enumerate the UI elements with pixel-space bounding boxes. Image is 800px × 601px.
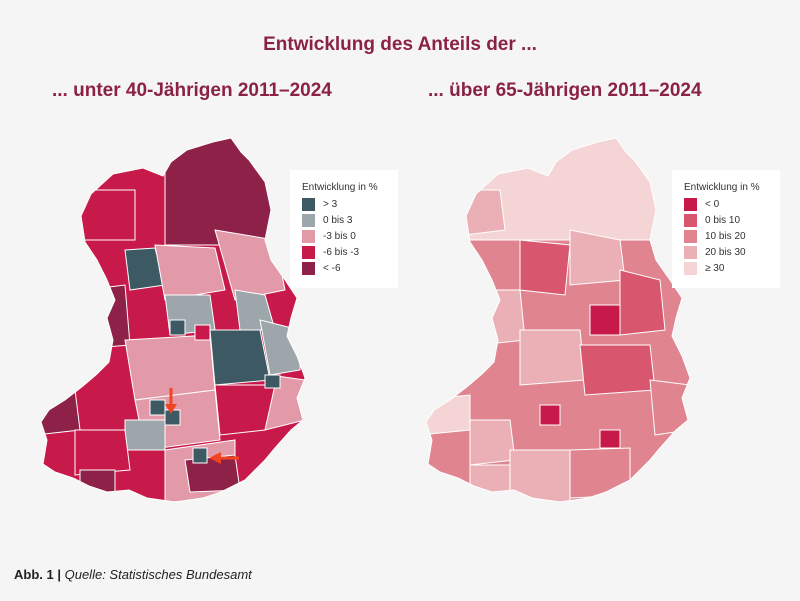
figure-label: Abb. 1 | (14, 567, 61, 582)
legend-swatch (302, 214, 315, 227)
legend-swatch (684, 246, 697, 259)
arrow-icon (209, 452, 239, 464)
right-legend: Entwicklung in % < 0 0 bis 10 10 bis 20 … (672, 170, 780, 288)
map-over-65 (425, 137, 691, 503)
legend-item: ≥ 30 (684, 262, 724, 275)
figure-title: Entwicklung des Anteils der ... (263, 34, 537, 55)
legend-label: -6 bis -3 (323, 247, 360, 258)
legend-swatch (302, 262, 315, 275)
legend-item: -3 bis 0 (302, 230, 356, 243)
legend-swatch (302, 246, 315, 259)
left-legend: Entwicklung in % > 3 0 bis 3 -3 bis 0 -6… (290, 170, 398, 288)
legend-item: 10 bis 20 (684, 230, 746, 243)
legend-title: Entwicklung in % (302, 182, 378, 193)
legend-label: > 3 (323, 199, 338, 210)
legend-swatch (684, 214, 697, 227)
legend-label: 0 bis 10 (705, 215, 741, 226)
right-map-regions (426, 138, 690, 502)
legend-item: < -6 (302, 262, 341, 275)
arrow-icon (165, 388, 177, 414)
left-map-outline (40, 137, 306, 503)
legend-swatch (684, 262, 697, 275)
legend-item: 0 bis 10 (684, 214, 740, 227)
right-map-subtitle: ... über 65-Jährigen 2011–2024 (428, 80, 702, 101)
legend-item: -6 bis -3 (302, 246, 359, 259)
legend-label: 10 bis 20 (705, 231, 746, 242)
legend-label: ≥ 30 (705, 263, 725, 274)
figure-caption: Abb. 1 | Quelle: Statistisches Bundesamt (14, 567, 252, 582)
legend-swatch (302, 198, 315, 211)
legend-label: 0 bis 3 (323, 215, 353, 226)
legend-swatch (684, 230, 697, 243)
legend-item: > 3 (302, 198, 337, 211)
source-note: Quelle: Statistisches Bundesamt (64, 567, 252, 582)
left-map-subtitle: ... unter 40-Jährigen 2011–2024 (52, 80, 332, 101)
legend-item: < 0 (684, 198, 719, 211)
legend-label: < -6 (323, 263, 341, 274)
legend-label: 20 bis 30 (705, 247, 746, 258)
legend-title: Entwicklung in % (684, 182, 760, 193)
legend-swatch (302, 230, 315, 243)
legend-label: < 0 (705, 199, 720, 210)
legend-label: -3 bis 0 (323, 231, 356, 242)
legend-swatch (684, 198, 697, 211)
left-map-regions (41, 138, 305, 502)
legend-item: 0 bis 3 (302, 214, 352, 227)
map-under-40 (40, 137, 306, 503)
legend-item: 20 bis 30 (684, 246, 746, 259)
